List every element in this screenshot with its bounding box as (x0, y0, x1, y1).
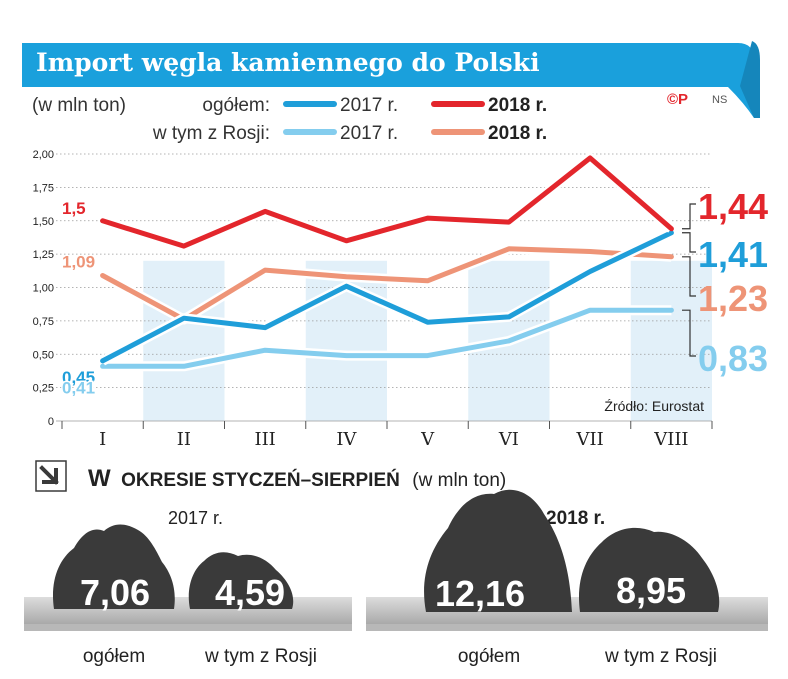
chart-title: Import węgla kamiennego do Polski (36, 48, 540, 77)
start-labels: 0,45 1,5 0,41 1,09 (61, 197, 97, 399)
summary-heading-first: W (88, 465, 111, 492)
end-label-total-2017: 1,41 (698, 234, 768, 275)
series-line-total-2017 (100, 230, 674, 364)
summary-heading: W OKRESIE STYCZEŃ–SIERPIEŃ (w mln ton) (88, 465, 506, 492)
series-line-total-2018 (100, 155, 674, 249)
legend: (w mln ton) ogółem: 2017 r. 2018 r. w ty… (32, 95, 547, 144)
title-banner: Import węgla kamiennego do Polski (22, 41, 760, 118)
summary-label-russia-2017: w tym z Rosji (204, 646, 317, 667)
y-tick-label: 0,50 (33, 349, 54, 361)
summary-value-total-2018: 12,16 (435, 573, 525, 614)
x-tick-label: I (99, 429, 106, 450)
legend-label-russia-2018: 2018 r. (488, 123, 547, 144)
y-tick-label: 2,00 (33, 149, 54, 161)
end-label-total-2018: 1,44 (698, 186, 768, 227)
leader-line-russia-2018 (682, 256, 696, 297)
x-tick-label: II (177, 429, 191, 450)
y-tick-label: 0,25 (33, 383, 54, 395)
x-tick-label: III (254, 429, 275, 450)
summary-value-russia-2017: 4,59 (215, 572, 285, 613)
y-tick-label: 1,50 (33, 216, 54, 228)
x-tick-label: V (420, 429, 435, 450)
x-axis: I II III IV V VI VII VIII (61, 421, 713, 450)
summary-section: W OKRESIE STYCZEŃ–SIERPIEŃ (w mln ton) 2… (24, 460, 768, 667)
start-label-total-2018: 1,5 (62, 199, 86, 218)
source-label: Źródło: Eurostat (604, 398, 704, 414)
x-tick-label: VI (498, 429, 519, 450)
end-label-russia-2018: 1,23 (698, 278, 768, 319)
publisher-logo: ©P NS (667, 91, 727, 108)
rock-icon (188, 552, 294, 609)
x-tick-label: VII (576, 429, 604, 450)
legend-label-total-2018: 2018 r. (488, 95, 547, 116)
series-halo-total-2018 (101, 153, 675, 252)
summary-year-2017: 2017 r. (168, 508, 223, 528)
arrow-icon (35, 460, 67, 492)
summary-group-2017: 2017 r. 7,06 4,59 ogółem w tym z Rosji (24, 508, 352, 667)
y-tick-label: 1,00 (33, 283, 54, 295)
summary-value-total-2017: 7,06 (80, 572, 150, 613)
start-label-russia-2018: 1,09 (62, 252, 95, 271)
x-tick-label: VIII (653, 429, 688, 450)
logo-mark: ©P (667, 91, 688, 108)
logo-initials: NS (712, 94, 727, 106)
unit-label: (w mln ton) (32, 95, 126, 116)
legend-label-russia-2017: 2017 r. (340, 123, 398, 144)
legend-russia-label: w tym z Rosji: (152, 123, 270, 144)
rock-icon (578, 527, 720, 612)
x-tick-label: IV (336, 429, 357, 450)
y-axis: 0 0,25 0,50 0,75 1,00 1,25 1,50 1,75 2,00 (33, 149, 54, 428)
summary-heading-rest: OKRESIE STYCZEŃ–SIERPIEŃ (121, 469, 400, 491)
start-label-total-2017: 0,45 (62, 368, 95, 387)
summary-label-total-2018: ogółem (458, 646, 520, 667)
y-tick-label: 0,75 (33, 316, 54, 328)
end-label-russia-2017: 0,83 (698, 338, 768, 379)
summary-label-total-2017: ogółem (83, 646, 145, 667)
chart-series (100, 153, 675, 372)
series-line-russia-2018 (100, 246, 674, 322)
legend-total-label: ogółem: (202, 95, 270, 116)
legend-label-total-2017: 2017 r. (340, 95, 398, 116)
summary-heading-unit: (w mln ton) (412, 470, 506, 491)
start-label-russia-2017: 0,41 (62, 378, 95, 397)
y-tick-label: 1,25 (33, 249, 54, 261)
series-line-russia-2017 (100, 307, 674, 369)
summary-group-2018: 2018 r. 12,16 8,95 ogółem w tym z Rosji (366, 489, 768, 667)
leader-line-total-2018 (682, 203, 696, 230)
y-tick-label: 1,75 (33, 182, 54, 194)
summary-value-russia-2018: 8,95 (616, 570, 686, 611)
leader-line-russia-2017 (682, 309, 696, 357)
summary-label-russia-2018: w tym z Rosji (604, 646, 717, 667)
rock-icon (424, 489, 572, 612)
y-tick-label: 0 (48, 416, 54, 428)
end-labels: 1,44 1,411,23 0,83 (682, 186, 768, 379)
column-band (143, 260, 225, 421)
summary-year-2018: 2018 r. (546, 508, 605, 529)
rock-icon (52, 524, 175, 609)
leader-line-total-2017 (682, 232, 696, 253)
